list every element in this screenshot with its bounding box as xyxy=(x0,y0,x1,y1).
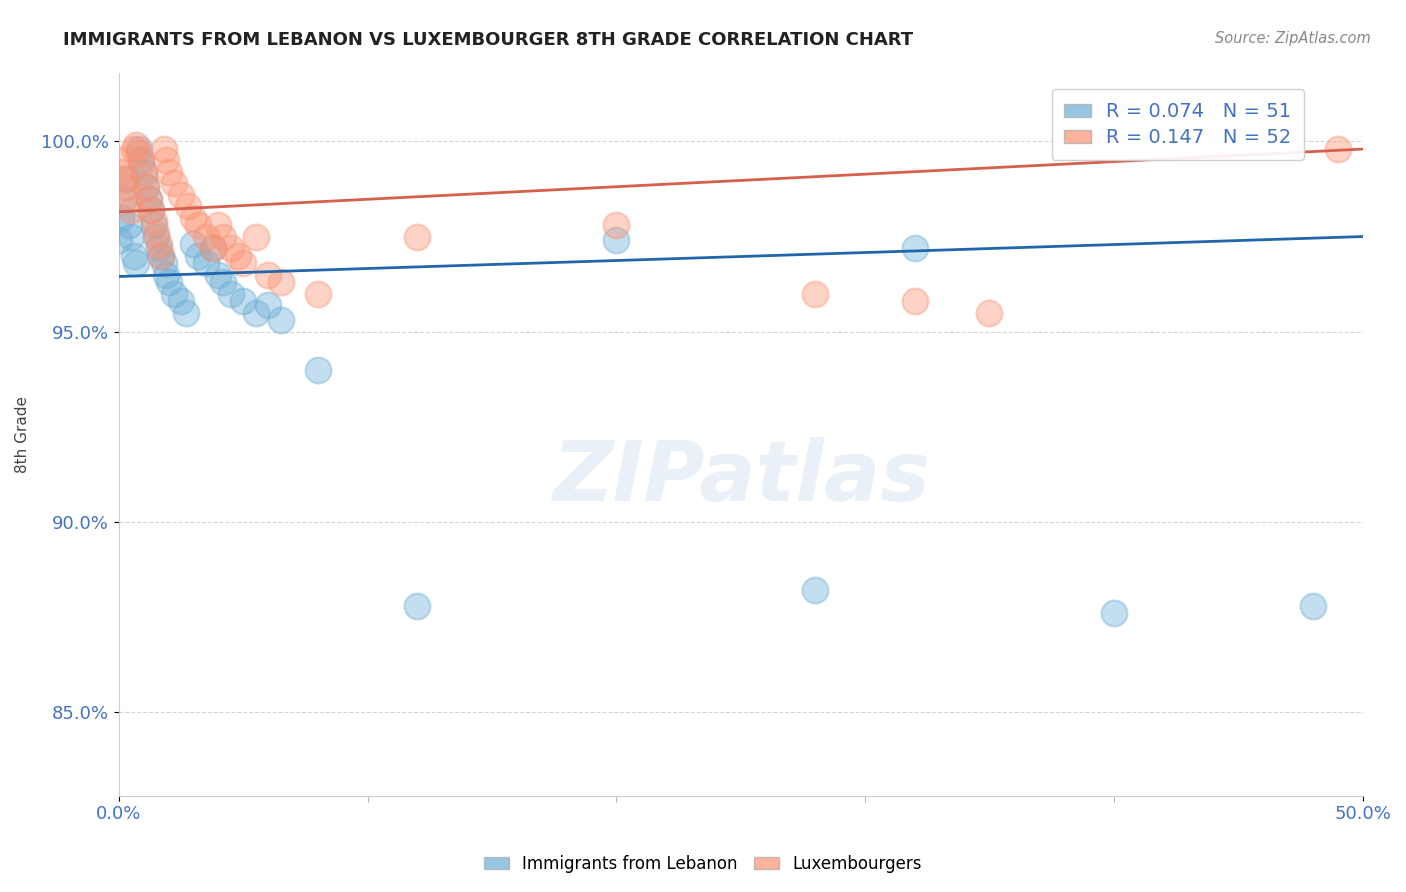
Point xyxy=(132,165,155,179)
Point xyxy=(125,138,148,153)
Point xyxy=(1326,142,1348,156)
Point xyxy=(170,187,193,202)
Point xyxy=(194,256,217,270)
Point xyxy=(904,241,927,255)
Point xyxy=(122,249,145,263)
Point xyxy=(270,275,292,289)
Point xyxy=(257,268,280,282)
Text: ZIPatlas: ZIPatlas xyxy=(551,437,929,518)
Y-axis label: 8th Grade: 8th Grade xyxy=(15,396,30,473)
Point xyxy=(219,286,242,301)
Point xyxy=(112,192,135,206)
Point xyxy=(145,226,167,240)
Point xyxy=(202,241,225,255)
Point xyxy=(177,199,200,213)
Point xyxy=(135,180,157,194)
Point xyxy=(148,237,170,252)
Point xyxy=(152,256,174,270)
Point xyxy=(152,142,174,156)
Point xyxy=(132,169,155,183)
Point xyxy=(148,241,170,255)
Point xyxy=(183,237,205,252)
Point xyxy=(162,286,184,301)
Point xyxy=(207,268,229,282)
Point xyxy=(157,165,180,179)
Point xyxy=(605,218,627,232)
Point xyxy=(120,229,142,244)
Point xyxy=(212,229,235,244)
Text: Source: ZipAtlas.com: Source: ZipAtlas.com xyxy=(1215,31,1371,46)
Point xyxy=(162,176,184,190)
Point xyxy=(141,202,163,217)
Point xyxy=(155,268,177,282)
Point xyxy=(170,294,193,309)
Point xyxy=(1302,599,1324,613)
Point xyxy=(257,298,280,312)
Point xyxy=(112,172,135,186)
Point xyxy=(150,249,173,263)
Point xyxy=(128,142,150,156)
Point xyxy=(979,305,1001,319)
Point xyxy=(157,275,180,289)
Point xyxy=(142,218,165,232)
Point xyxy=(187,249,209,263)
Point xyxy=(212,275,235,289)
Point xyxy=(110,165,132,179)
Point xyxy=(804,286,827,301)
Point xyxy=(174,305,197,319)
Point xyxy=(406,229,429,244)
Point xyxy=(406,599,429,613)
Point xyxy=(108,233,131,247)
Point xyxy=(120,202,142,217)
Point xyxy=(245,229,267,244)
Point xyxy=(150,249,173,263)
Point xyxy=(129,153,152,168)
Point xyxy=(141,202,163,217)
Point xyxy=(202,241,225,255)
Point xyxy=(122,142,145,156)
Point xyxy=(135,180,157,194)
Point xyxy=(183,211,205,225)
Point xyxy=(138,192,160,206)
Point xyxy=(115,172,138,186)
Point xyxy=(270,313,292,327)
Point xyxy=(904,294,927,309)
Point xyxy=(155,153,177,168)
Point xyxy=(128,145,150,160)
Legend: R = 0.074   N = 51, R = 0.147   N = 52: R = 0.074 N = 51, R = 0.147 N = 52 xyxy=(1052,89,1303,160)
Point xyxy=(145,229,167,244)
Point xyxy=(307,286,329,301)
Point xyxy=(142,214,165,228)
Point xyxy=(129,157,152,171)
Point xyxy=(115,180,138,194)
Text: IMMIGRANTS FROM LEBANON VS LUXEMBOURGER 8TH GRADE CORRELATION CHART: IMMIGRANTS FROM LEBANON VS LUXEMBOURGER … xyxy=(63,31,914,49)
Point xyxy=(804,583,827,598)
Point xyxy=(187,218,209,232)
Point xyxy=(1102,606,1125,620)
Point xyxy=(605,233,627,247)
Point xyxy=(118,192,141,206)
Point xyxy=(245,305,267,319)
Point xyxy=(226,249,249,263)
Point xyxy=(108,153,131,168)
Point xyxy=(194,229,217,244)
Point xyxy=(232,256,254,270)
Point xyxy=(307,362,329,376)
Point xyxy=(125,256,148,270)
Point xyxy=(207,218,229,232)
Point xyxy=(118,218,141,232)
Point xyxy=(219,241,242,255)
Point xyxy=(232,294,254,309)
Point xyxy=(110,211,132,225)
Legend: Immigrants from Lebanon, Luxembourgers: Immigrants from Lebanon, Luxembourgers xyxy=(477,848,929,880)
Point xyxy=(138,192,160,206)
